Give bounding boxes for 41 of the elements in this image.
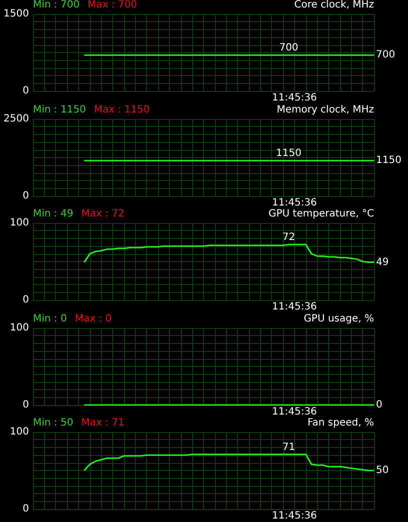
y-tick-label: 100 — [10, 322, 29, 333]
text: 11:45:36 — [272, 302, 317, 312]
y-tick-label: 100 — [10, 218, 29, 228]
text: Min : 700 — [33, 0, 80, 10]
data-label: 700 — [279, 42, 298, 54]
y-tick-label: 100 — [10, 426, 29, 438]
chart-title: GPU temperature, °C — [268, 208, 374, 220]
data-label: 1150 — [276, 148, 302, 159]
data-label: 49 — [376, 256, 389, 268]
data-label: 71 — [282, 442, 296, 453]
chart-title: Fan speed, % — [307, 418, 374, 428]
text: Max : 700 — [88, 0, 138, 10]
text: 11:45:36 — [272, 92, 317, 104]
text: 11:45:36 — [272, 197, 317, 208]
text: 11:45:36 — [272, 510, 317, 522]
data-label: 1150 — [376, 154, 402, 166]
text: Min : 0 — [33, 313, 67, 324]
y-tick-label: 0 — [22, 504, 29, 514]
line-series — [83, 244, 375, 264]
y-tick-label: 0 — [22, 399, 29, 410]
y-tick-label: 0 — [22, 86, 29, 96]
text: Max : 72 — [81, 208, 124, 220]
chart-title: GPU usage, % — [304, 313, 374, 324]
text: Max : 71 — [81, 418, 124, 428]
data-label: 0 — [376, 399, 382, 410]
line-series — [83, 454, 375, 472]
data-label: 700 — [376, 50, 396, 61]
y-tick-label: 0 — [22, 294, 29, 306]
chart-title: Memory clock, MHz — [276, 104, 374, 115]
text: Max : 0 — [74, 313, 112, 324]
data-label: 72 — [282, 232, 296, 244]
text: Min : 1150 — [33, 104, 86, 115]
text: Min : 50 — [33, 418, 74, 428]
chart-title: Core clock, MHz — [294, 0, 374, 10]
y-tick-label: 0 — [22, 190, 29, 201]
y-tick-label: 2500 — [4, 113, 29, 124]
text: Max : 1150 — [94, 104, 150, 115]
text: Min : 49 — [33, 208, 74, 220]
y-tick-label: 1500 — [4, 8, 29, 20]
data-label: 50 — [376, 465, 389, 476]
text: 11:45:36 — [272, 406, 317, 417]
